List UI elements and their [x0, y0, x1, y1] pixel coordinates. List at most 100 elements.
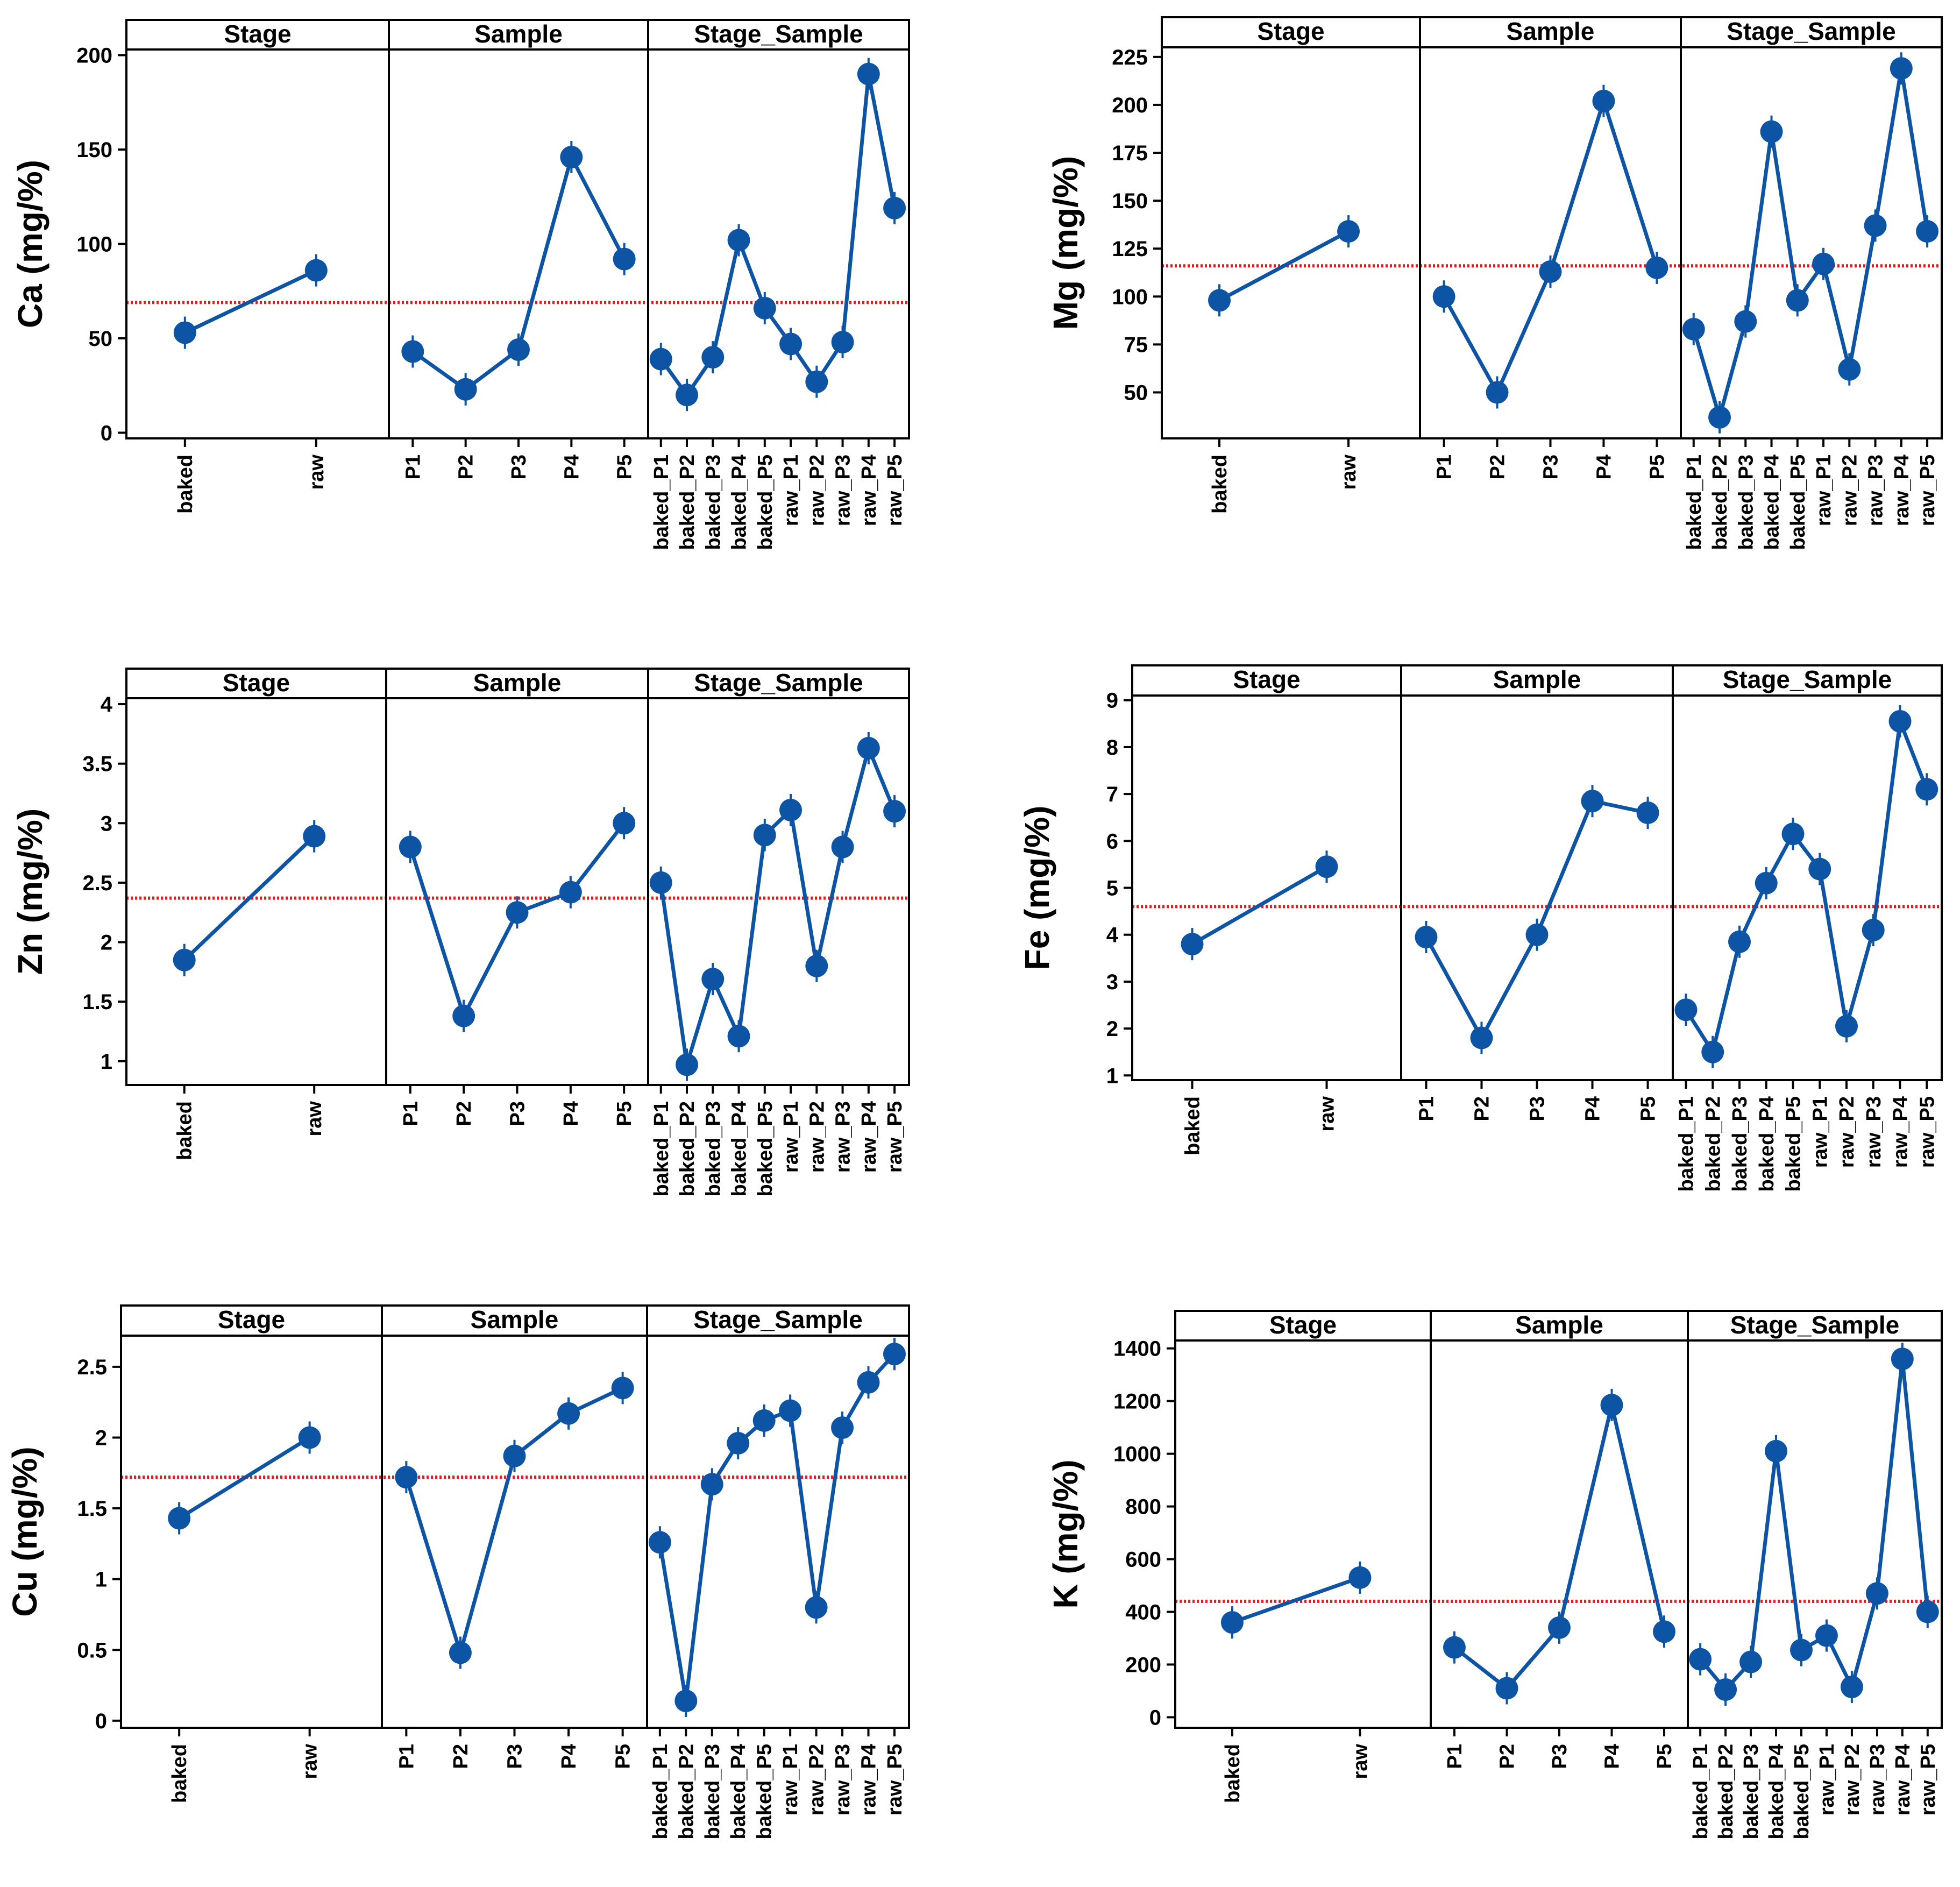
x-tick-label: P2	[1471, 1096, 1493, 1121]
x-tick-label: raw_P5	[1917, 1744, 1940, 1815]
mean-point	[1315, 855, 1338, 878]
y-tick-label: 0	[95, 1709, 107, 1733]
mean-point	[1760, 120, 1783, 143]
x-tick-label: raw	[1338, 455, 1360, 490]
mean-point	[1865, 1582, 1888, 1605]
y-axis-label: K (mg/%)	[1046, 1459, 1085, 1608]
x-tick-label: P4	[558, 1744, 580, 1769]
mean-point	[1220, 1611, 1244, 1634]
y-axis-label: Fe (mg/%)	[1018, 806, 1056, 970]
mean-point	[560, 146, 583, 169]
x-tick-label: raw_P1	[780, 455, 803, 526]
x-tick-label: P2	[1496, 1744, 1518, 1769]
x-tick-label: baked_P2	[1715, 1744, 1737, 1839]
chart-frame	[120, 1304, 910, 1729]
x-tick-label: P1	[1415, 1096, 1438, 1121]
mean-point	[779, 332, 803, 356]
x-tick-label: raw_P3	[1865, 455, 1887, 526]
panel-stage: Stage baked raw	[173, 20, 328, 514]
x-tick-label: baked_P5	[1787, 455, 1809, 550]
y-tick-label: 4	[1106, 924, 1119, 947]
mean-point	[1495, 1677, 1518, 1700]
panel-title: Sample	[474, 20, 563, 48]
mean-point	[883, 1343, 906, 1366]
mean-point	[1653, 1620, 1676, 1643]
mean-point	[1789, 1638, 1813, 1662]
mean-point	[1916, 1600, 1939, 1623]
x-tick-label: raw_P4	[858, 1744, 880, 1815]
x-tick-label: raw_P4	[858, 455, 880, 526]
x-tick-label: raw_P1	[1816, 1744, 1838, 1815]
mean-point	[503, 1444, 526, 1467]
mean-point	[1181, 933, 1204, 956]
mean-series-line	[184, 268, 317, 335]
mean-point	[857, 1371, 880, 1394]
y-tick-label: 0.5	[77, 1638, 107, 1662]
panel-title: Stage_Sample	[1723, 665, 1892, 693]
mean-point	[701, 346, 725, 369]
panel-stage: Stage baked raw	[1220, 1311, 1372, 1803]
y-tick-label: 2	[1106, 1017, 1118, 1041]
y-tick-label: 150	[1112, 189, 1148, 213]
x-tick-label: raw_P2	[806, 455, 828, 526]
y-tick-label: 3	[101, 812, 112, 835]
mean-series-line	[1453, 1403, 1666, 1691]
x-tick-label: raw_P4	[1890, 1096, 1912, 1168]
x-tick-label: baked_P3	[1735, 455, 1757, 550]
x-tick-label: raw_P2	[806, 1101, 828, 1173]
mean-series-line	[659, 746, 897, 1067]
mean-point	[454, 378, 477, 401]
mean-series-line	[1442, 99, 1659, 394]
panel-title: Stage	[218, 1306, 285, 1333]
x-tick-label: raw_P5	[884, 1101, 906, 1173]
mean-point	[648, 1531, 671, 1554]
x-tick-label: baked_P3	[1740, 1744, 1763, 1839]
chart-5: 0 0.5 1 1.5 2 2.5 Cu (mg/%) Stage baked raw Sample…	[5, 1304, 910, 1839]
mean-series-line	[1231, 1576, 1361, 1624]
x-tick-label: P2	[455, 455, 478, 479]
mean-point	[1600, 1394, 1623, 1416]
x-tick-label: P2	[1487, 455, 1509, 479]
x-tick-label: raw_P1	[1813, 455, 1835, 526]
mean-point	[1808, 857, 1831, 881]
y-tick-label: 2	[101, 931, 112, 955]
x-tick-label: baked_P2	[675, 1744, 698, 1839]
x-tick-label: baked_P2	[676, 1101, 699, 1196]
x-tick-label: raw_P2	[1841, 1744, 1864, 1815]
chart-3: 1 1.5 2 2.5 3 3.5 4 Zn (mg/%) Stage baked raw Sampl…	[11, 668, 910, 1196]
mean-point	[831, 1416, 854, 1439]
mean-point	[1443, 1636, 1466, 1659]
y-tick-label: 4	[101, 693, 113, 717]
x-tick-label: P3	[1540, 455, 1563, 479]
mean-series-line	[658, 1352, 896, 1703]
mean-series-line	[1218, 230, 1350, 302]
mean-point	[649, 347, 672, 371]
panel-title: Stage	[224, 20, 291, 48]
x-tick-label: baked_P1	[650, 455, 673, 550]
mean-series-line	[183, 835, 316, 962]
x-tick-label: P1	[395, 1744, 418, 1769]
mean-point	[559, 881, 582, 904]
x-tick-label: baked_P4	[727, 1744, 750, 1839]
y-tick-label: 800	[1125, 1495, 1161, 1519]
y-tick-label: 1	[95, 1568, 107, 1592]
mean-point	[1728, 930, 1751, 953]
mean-point	[173, 321, 196, 344]
panel-title: Sample	[1493, 665, 1581, 693]
mean-point	[857, 736, 880, 760]
y-tick-label: 75	[1124, 333, 1148, 357]
y-tick-label: 6	[1106, 829, 1118, 853]
panel-sample: Sample P1 P2 P3 P4 P5	[399, 669, 636, 1126]
panel-title: Stage_Sample	[694, 20, 863, 48]
mean-point	[1862, 918, 1885, 941]
y-tick-label: 2	[95, 1426, 107, 1450]
mean-point	[1812, 252, 1835, 275]
y-tick-label: 0	[101, 421, 112, 445]
x-tick-label: baked_P2	[676, 455, 699, 550]
y-tick-label: 7	[1106, 783, 1118, 806]
panel-title: Stage_Sample	[694, 669, 863, 697]
panel-title: Stage_Sample	[1730, 1311, 1899, 1339]
mean-point	[507, 338, 530, 361]
